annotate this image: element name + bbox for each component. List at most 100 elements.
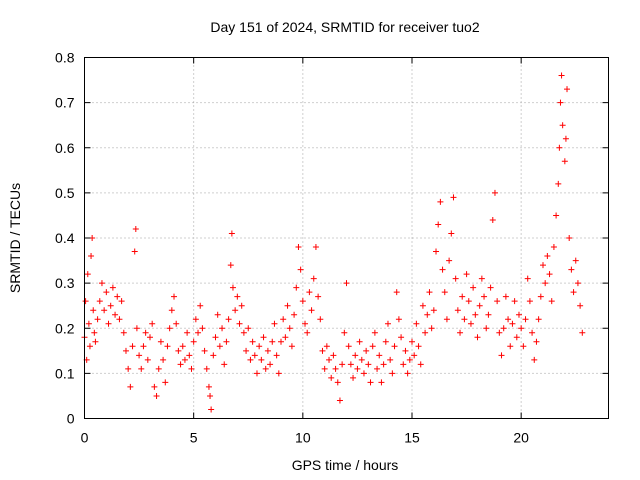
data-point <box>251 352 258 359</box>
data-point <box>561 158 568 165</box>
data-point <box>404 370 411 377</box>
data-point <box>88 253 95 260</box>
data-point <box>513 334 520 341</box>
data-point <box>122 347 129 354</box>
data-point <box>297 266 304 273</box>
data-point <box>92 338 99 345</box>
data-point <box>522 316 529 323</box>
data-point <box>502 293 509 300</box>
data-point <box>533 338 540 345</box>
data-point <box>476 302 483 309</box>
data-point <box>570 289 577 296</box>
x-tick-label: 10 <box>295 430 311 446</box>
data-point <box>291 311 298 318</box>
data-point <box>312 244 319 251</box>
data-point <box>267 361 274 368</box>
data-point <box>531 356 538 363</box>
data-point <box>553 212 560 219</box>
data-point <box>526 298 533 305</box>
data-point <box>433 248 440 255</box>
data-point <box>109 284 116 291</box>
data-point <box>400 361 407 368</box>
data-point <box>177 361 184 368</box>
data-point <box>101 307 108 314</box>
data-point <box>149 320 156 327</box>
data-point <box>184 329 191 336</box>
data-point <box>212 334 219 341</box>
data-point <box>323 343 330 350</box>
data-point <box>450 194 457 201</box>
data-point <box>153 392 160 399</box>
data-point <box>105 320 112 327</box>
data-point <box>260 334 267 341</box>
data-point <box>332 365 339 372</box>
data-point <box>247 356 254 363</box>
data-point <box>557 99 564 106</box>
data-point <box>537 293 544 300</box>
y-tick-label: 0.4 <box>55 230 75 246</box>
data-point <box>413 320 420 327</box>
data-point <box>428 325 435 332</box>
data-point <box>197 302 204 309</box>
y-axis-label: SRMTID / TECUs <box>7 183 23 293</box>
y-tick-label: 0.5 <box>55 185 75 201</box>
data-point <box>491 189 498 196</box>
data-point <box>245 325 252 332</box>
data-point <box>195 329 202 336</box>
data-point <box>465 298 472 305</box>
data-point <box>509 320 516 327</box>
data-point <box>574 280 581 287</box>
data-point <box>84 271 91 278</box>
data-point <box>293 284 300 291</box>
data-point <box>485 311 492 318</box>
data-point <box>472 311 479 318</box>
y-tick-label: 0.8 <box>55 50 75 66</box>
data-point <box>376 352 383 359</box>
data-point <box>262 365 269 372</box>
data-point <box>398 334 405 341</box>
data-point <box>461 316 468 323</box>
data-point <box>225 316 232 323</box>
data-point <box>500 325 507 332</box>
data-point <box>505 316 512 323</box>
data-point <box>192 316 199 323</box>
data-point <box>326 356 333 363</box>
data-point <box>454 307 461 314</box>
data-point <box>481 293 488 300</box>
data-point <box>234 293 241 300</box>
data-point <box>542 280 549 287</box>
data-point <box>498 352 505 359</box>
data-point <box>467 320 474 327</box>
data-point <box>378 379 385 386</box>
data-point <box>264 347 271 354</box>
data-point <box>232 307 239 314</box>
data-point <box>448 230 455 237</box>
plot-frame <box>84 57 609 419</box>
data-point <box>203 365 210 372</box>
data-point <box>240 329 247 336</box>
data-point <box>210 352 217 359</box>
data-point <box>315 293 322 300</box>
data-point <box>142 329 149 336</box>
data-point <box>470 284 477 291</box>
data-point <box>85 320 92 327</box>
data-point <box>494 298 501 305</box>
data-point <box>216 343 223 350</box>
data-point <box>559 122 566 129</box>
data-point <box>515 311 522 318</box>
x-tick-label: 5 <box>190 430 198 446</box>
data-point <box>82 298 89 305</box>
data-point <box>132 225 139 232</box>
data-point <box>443 316 450 323</box>
data-point <box>343 280 350 287</box>
data-point <box>188 365 195 372</box>
data-point <box>175 347 182 354</box>
data-point <box>371 329 378 336</box>
data-point <box>98 280 105 287</box>
x-tick-label: 0 <box>81 430 89 446</box>
data-point <box>511 298 518 305</box>
chart-title: Day 151 of 2024, SRMTID for receiver tuo… <box>210 19 479 35</box>
data-point <box>558 72 565 79</box>
